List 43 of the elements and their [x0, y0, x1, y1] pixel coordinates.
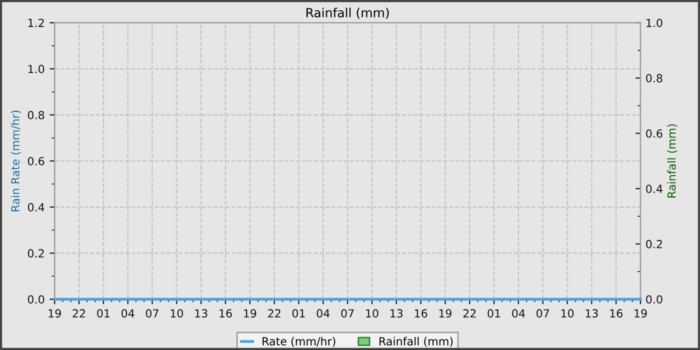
x-tick-label: 13 [390, 309, 403, 318]
y2-tick-label: 0.0 [646, 295, 662, 304]
x-tick-label: 16 [414, 309, 428, 318]
x-tick-label: 13 [195, 309, 208, 318]
x-tick-label: 13 [586, 309, 598, 318]
x-tick-label: 07 [146, 309, 158, 318]
x-tick-label: 10 [366, 309, 378, 318]
x-tick-label: 19 [634, 309, 647, 318]
x-tick-label: 22 [463, 309, 476, 318]
x-tick-label: 16 [610, 309, 622, 318]
y-tick-label: 1.2 [28, 18, 44, 27]
y2-tick-label: 1.0 [646, 18, 662, 28]
legend-label: Rainfall (mm) [380, 336, 453, 347]
y-axis-title: Rain Rate (mm/hr) [10, 110, 21, 212]
x-tick-label: 01 [488, 309, 500, 318]
y2-tick-label: 0.4 [646, 184, 662, 194]
x-tick-label: 19 [439, 309, 452, 318]
y-tick-label: 0.4 [28, 203, 44, 212]
x-tick-label: 10 [170, 309, 183, 318]
y-tick-label: 1.0 [28, 64, 44, 74]
y2-axis-title: Rainfall (mm) [667, 124, 678, 198]
x-tick-label: 22 [72, 309, 85, 318]
x-tick-label: 10 [561, 309, 574, 318]
y2-tick-label: 0.2 [646, 240, 662, 248]
x-tick-label: 22 [268, 309, 280, 318]
y2-tick-label: 0.6 [646, 129, 662, 138]
x-tick-label: 07 [341, 309, 354, 318]
x-tick-label: 04 [122, 309, 134, 318]
x-tick-label: 19 [244, 309, 256, 318]
x-tick-label: 04 [512, 309, 525, 318]
y-tick-label: 0.6 [28, 156, 44, 166]
x-tick-label: 07 [536, 309, 549, 318]
x-tick-label: 19 [48, 309, 61, 318]
x-tick-label: 01 [292, 309, 305, 318]
x-tick-label: 01 [97, 309, 110, 318]
y-tick-label: 0.2 [28, 249, 44, 258]
chart-title: Rainfall (mm) [306, 8, 389, 19]
y-tick-label: 0.0 [28, 295, 44, 304]
y2-tick-label: 0.8 [646, 74, 662, 82]
y-tick-label: 0.8 [28, 110, 44, 120]
x-tick-label: 16 [220, 309, 232, 318]
x-tick-label: 04 [316, 309, 330, 318]
legend-label: Rate (mm/hr) [262, 336, 336, 347]
